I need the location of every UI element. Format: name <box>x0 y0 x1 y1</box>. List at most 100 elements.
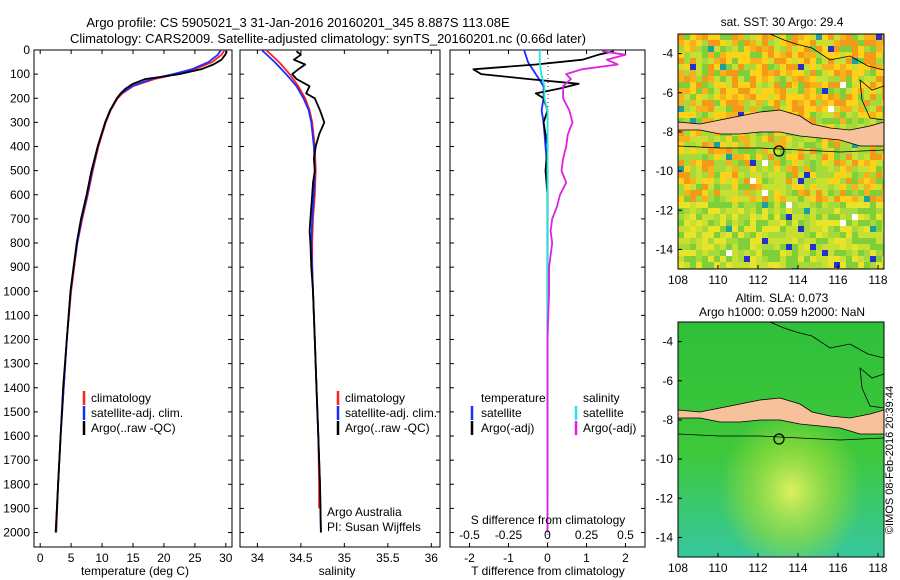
sst-cell <box>702 196 708 202</box>
borneo-coast <box>769 322 884 359</box>
sst-cell <box>822 226 828 232</box>
sst-cell <box>714 190 720 196</box>
sst-cell <box>768 226 774 232</box>
s-difference-label: S difference from climatology <box>471 513 626 527</box>
sst-cell <box>720 244 726 250</box>
sst-cell <box>858 238 864 244</box>
sst-cell <box>708 160 714 166</box>
sst-cell <box>816 76 822 82</box>
sst-cell <box>762 220 768 226</box>
sst-cell <box>684 256 690 262</box>
sst-cell <box>762 172 768 178</box>
sst-cell <box>762 142 768 148</box>
sst-cell <box>690 208 696 214</box>
sst-cell <box>756 202 762 208</box>
sst-cell <box>822 250 828 256</box>
x-tick-label: 5 <box>68 551 75 565</box>
sst-cell <box>798 100 804 106</box>
sst-cell <box>792 178 798 184</box>
sst-cell <box>690 184 696 190</box>
sst-cell <box>810 40 816 46</box>
sst-cell <box>828 238 834 244</box>
sst-cell <box>702 64 708 70</box>
sst-cell <box>684 166 690 172</box>
sst-cell <box>846 46 852 52</box>
sst-cell <box>798 196 804 202</box>
sst-cell <box>858 184 864 190</box>
sst-cell <box>828 58 834 64</box>
sst-cell <box>702 142 708 148</box>
sst-cell <box>720 100 726 106</box>
sst-cell <box>768 160 774 166</box>
legend-text-argo: Argo(..raw -QC) <box>345 421 430 435</box>
sst-cell <box>714 256 720 262</box>
sst-cell <box>840 52 846 58</box>
sst-cell <box>864 196 870 202</box>
sst-cell <box>828 112 834 118</box>
sst-cell <box>852 124 858 130</box>
map-y-tick-label: -4 <box>662 47 673 61</box>
sst-cell <box>852 244 858 250</box>
sst-cell <box>798 166 804 172</box>
sst-cell <box>714 226 720 232</box>
sst-cell <box>840 190 846 196</box>
sst-cell <box>846 250 852 256</box>
sst-cell <box>708 148 714 154</box>
sst-cell <box>870 82 876 88</box>
map-x-tick-label: 116 <box>828 561 847 575</box>
sst-cell <box>852 238 858 244</box>
sst-cell <box>762 106 768 112</box>
sst-cell <box>738 82 744 88</box>
sst-cell <box>846 58 852 64</box>
sst-cell <box>750 100 756 106</box>
sst-cell <box>786 136 792 142</box>
sst-cell <box>738 142 744 148</box>
sst-cell <box>834 244 840 250</box>
sst-cell <box>828 106 834 112</box>
sst-cell <box>762 262 768 268</box>
sst-cell <box>756 34 762 40</box>
sst-cell <box>834 58 840 64</box>
sst-cell <box>864 250 870 256</box>
sst-cell <box>834 118 840 124</box>
sst-cell <box>840 124 846 130</box>
sst-cell <box>804 40 810 46</box>
sst-cell <box>780 154 786 160</box>
sst-cell <box>858 214 864 220</box>
sst-cell <box>864 64 870 70</box>
sst-cell <box>876 262 882 268</box>
sst-cell <box>756 166 762 172</box>
copyright-timestamp: ©IMOS 08-Feb-2016 20:39:44 <box>884 386 896 534</box>
sst-cell <box>696 250 702 256</box>
sst-cell <box>804 238 810 244</box>
legend-text-s-argo: Argo(-adj) <box>583 421 636 435</box>
sst-cell <box>840 88 846 94</box>
sst-cell <box>780 148 786 154</box>
sst-cell <box>756 190 762 196</box>
sst-cell <box>798 220 804 226</box>
sst-cell <box>804 220 810 226</box>
sst-cell <box>816 58 822 64</box>
sst-cell <box>804 70 810 76</box>
sst-cell <box>822 256 828 262</box>
sst-cell <box>756 82 762 88</box>
sst-cell <box>720 160 726 166</box>
sst-cell <box>714 88 720 94</box>
sst-cell <box>750 34 756 40</box>
sst-cell <box>744 52 750 58</box>
sst-cell <box>840 64 846 70</box>
sst-cell <box>684 118 690 124</box>
sst-cell <box>720 82 726 88</box>
sst-cell <box>828 118 834 124</box>
sst-cell <box>804 256 810 262</box>
sst-cell <box>738 166 744 172</box>
sst-cell <box>846 34 852 40</box>
sst-cell <box>864 112 870 118</box>
depth-tick-label: 300 <box>10 115 30 129</box>
sst-cell <box>780 262 786 268</box>
sst-cell <box>870 58 876 64</box>
sst-cell <box>774 220 780 226</box>
sst-cell <box>744 88 750 94</box>
sst-cell <box>780 136 786 142</box>
sst-cell <box>852 94 858 100</box>
